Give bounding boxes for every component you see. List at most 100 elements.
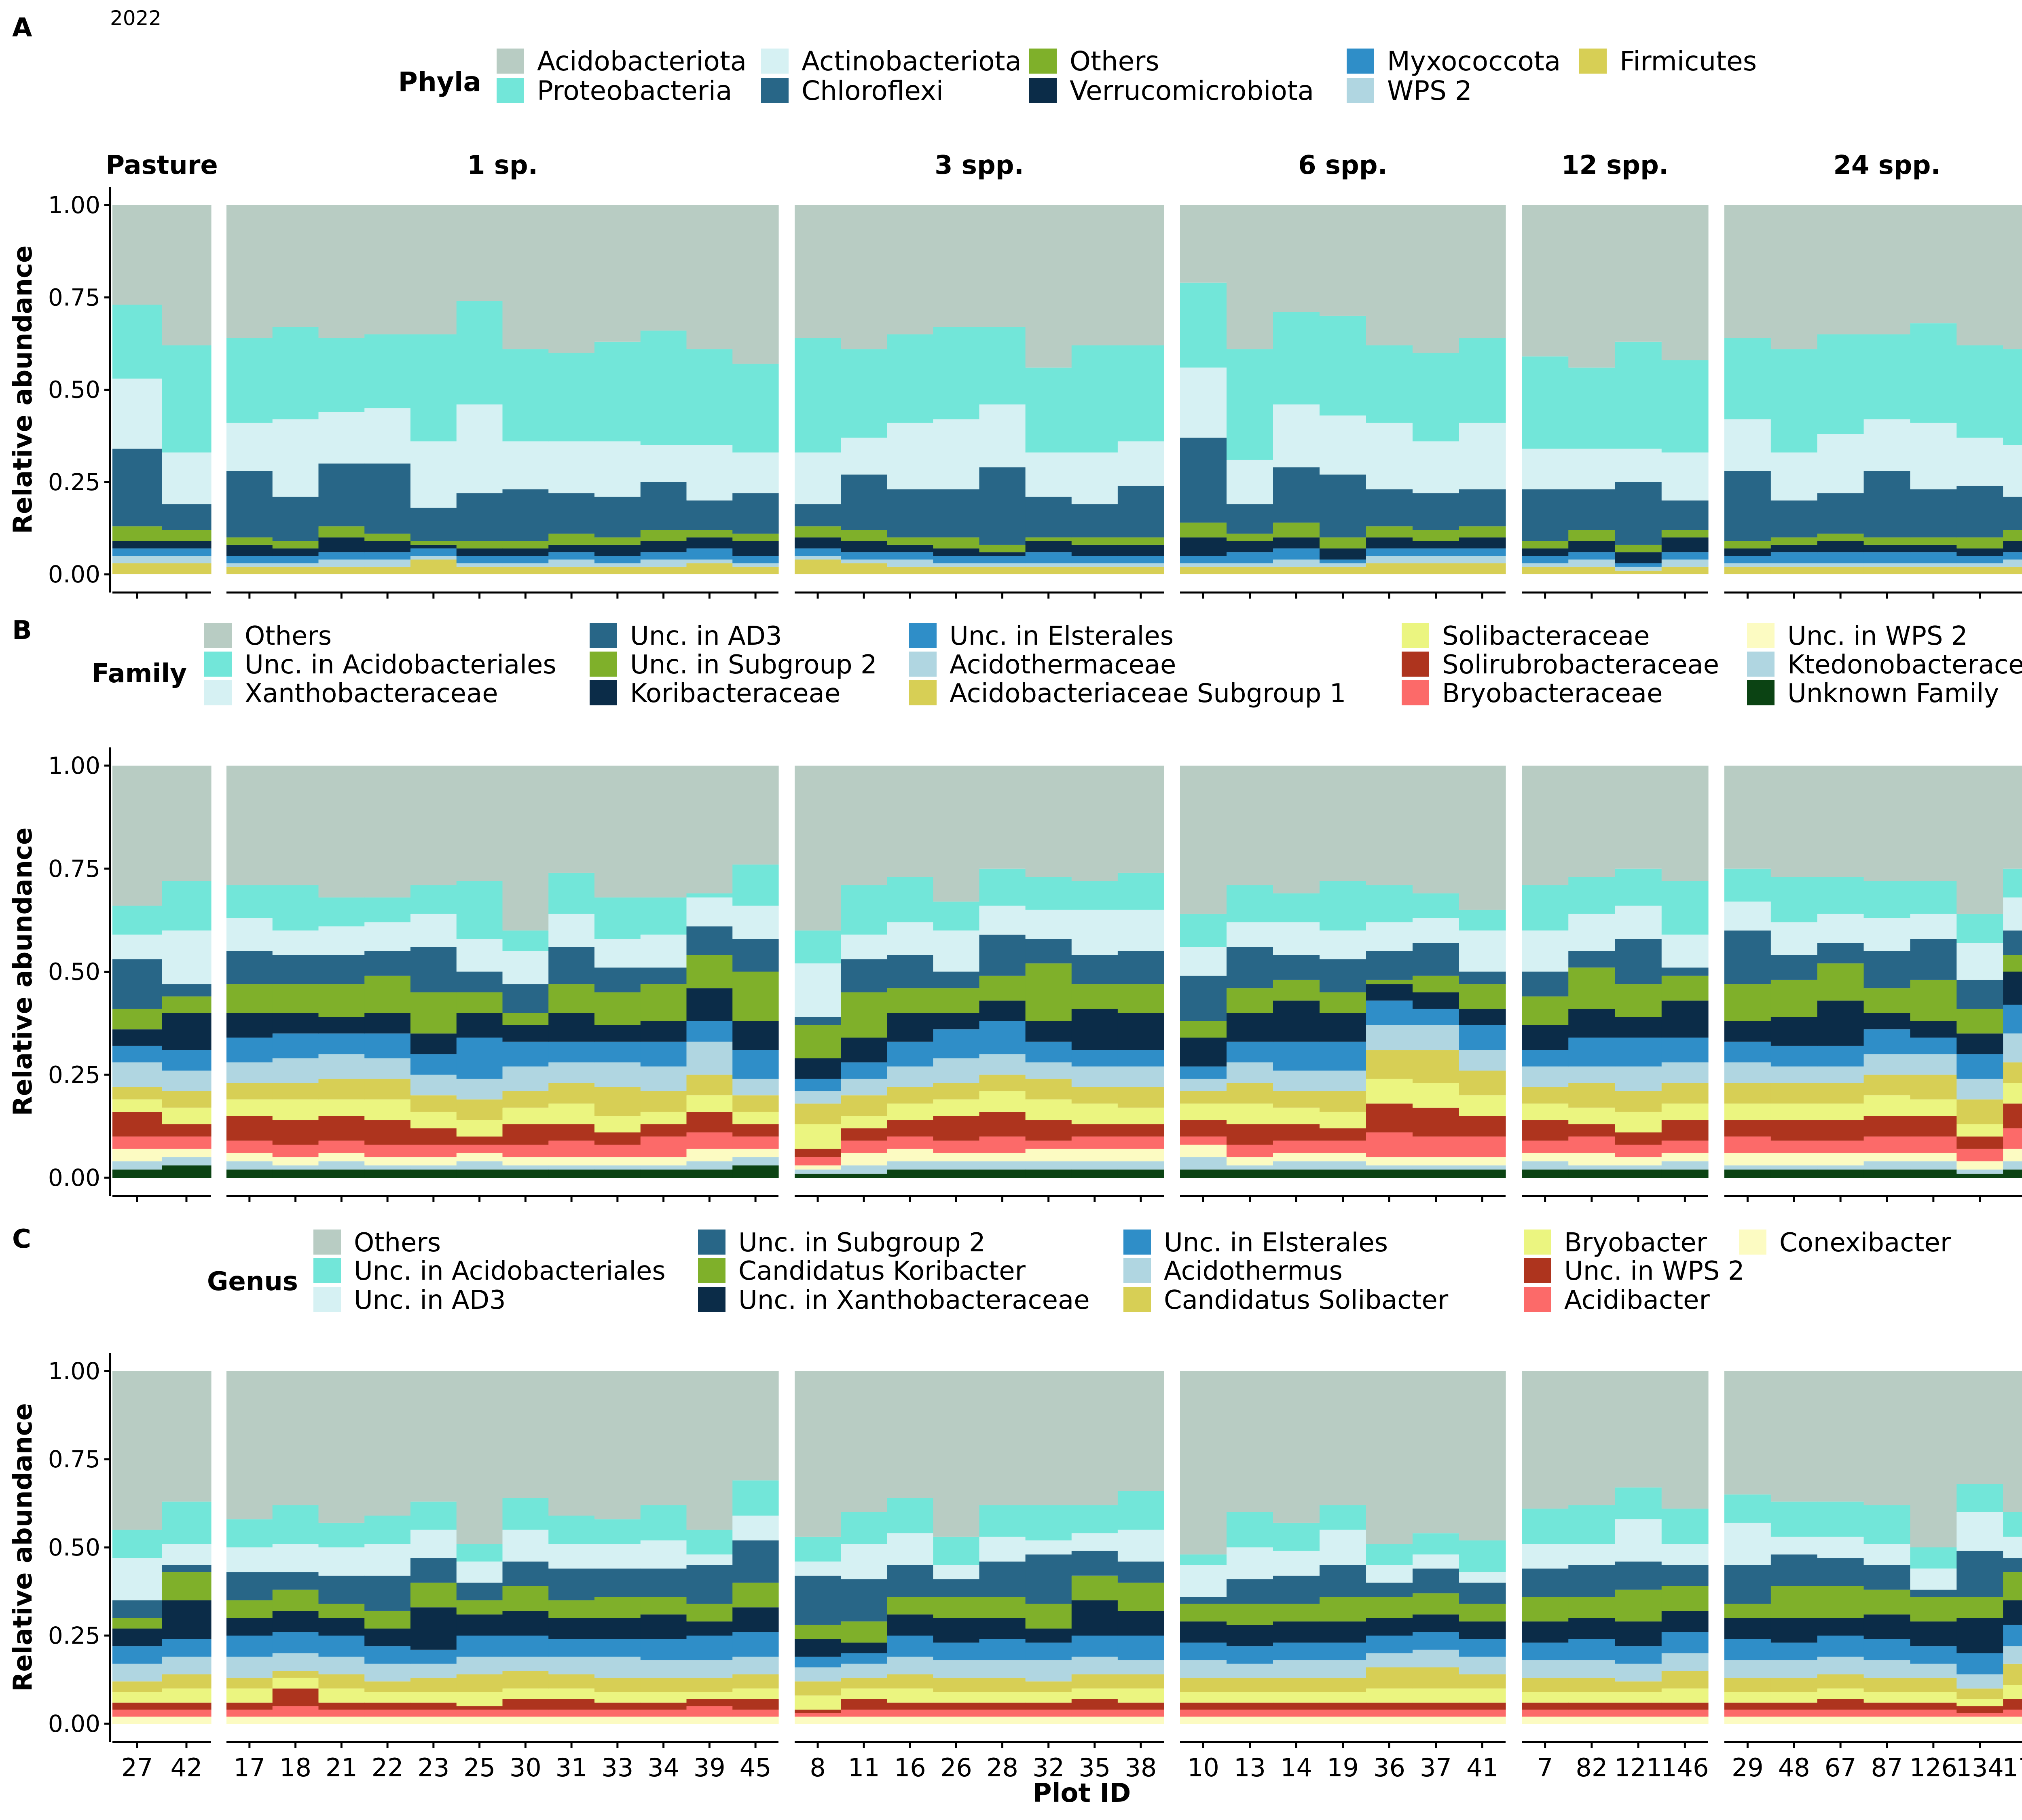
bar-segment xyxy=(364,533,411,541)
bar-32 xyxy=(1025,1371,1072,1724)
bar-segment xyxy=(162,881,212,931)
bar-segment xyxy=(112,1558,162,1600)
bar-segment xyxy=(933,1029,980,1058)
bar-segment xyxy=(979,766,1026,869)
bar-segment xyxy=(841,1678,887,1689)
bar-segment xyxy=(364,766,411,898)
bar-segment xyxy=(1117,984,1164,1013)
bar-segment xyxy=(1459,1071,1506,1096)
bar-26 xyxy=(933,1371,980,1724)
bar-segment xyxy=(1910,881,1957,914)
bar-segment xyxy=(1273,1141,1320,1153)
bar-segment xyxy=(795,1058,841,1079)
bar-segment xyxy=(1863,1153,1911,1162)
bar-segment xyxy=(272,1505,319,1544)
facet: Pasture xyxy=(106,150,218,599)
bar-segment xyxy=(548,914,595,947)
bar-segment xyxy=(1366,1653,1413,1668)
bar-segment xyxy=(112,959,162,1009)
bar-segment xyxy=(1273,1124,1320,1141)
bar-segment xyxy=(1366,1169,1413,1178)
bar-segment xyxy=(1320,1597,1366,1622)
bar-segment xyxy=(1956,485,2003,538)
bar-segment xyxy=(1770,1120,1818,1141)
bar-segment xyxy=(272,327,319,419)
bar-segment xyxy=(502,984,549,1013)
bar-segment xyxy=(502,441,549,490)
bar-segment xyxy=(226,1037,273,1062)
bar-segment xyxy=(456,1544,503,1562)
bar-segment xyxy=(887,1498,933,1534)
bar-segment xyxy=(841,1663,887,1678)
bar-segment xyxy=(1661,552,1709,560)
bar-segment xyxy=(1661,500,1709,530)
bar-segment xyxy=(1227,1547,1273,1579)
bar-segment xyxy=(456,1657,503,1674)
legend-swatch xyxy=(1347,49,1374,74)
bar-segment xyxy=(1724,984,1771,1021)
bar-28 xyxy=(979,1371,1026,1724)
bar-segment xyxy=(1724,1103,1771,1120)
bar-segment xyxy=(2003,1103,2022,1128)
bar-segment xyxy=(979,1536,1026,1562)
bar-segment xyxy=(1227,541,1273,552)
bar-segment xyxy=(640,1165,687,1170)
bar-segment xyxy=(162,205,212,345)
bar-segment xyxy=(686,1621,733,1636)
bar-segment xyxy=(1320,537,1366,549)
bar-segment xyxy=(272,1013,319,1034)
bar-segment xyxy=(1273,1551,1320,1576)
bar-segment xyxy=(2003,1128,2022,1149)
bar-segment xyxy=(795,452,841,504)
bar-segment xyxy=(1817,1536,1864,1558)
bar-segment xyxy=(686,559,733,563)
bar-segment xyxy=(933,1141,980,1153)
bar-segment xyxy=(732,563,779,567)
bar-segment xyxy=(933,902,980,931)
bar-segment xyxy=(795,1667,841,1682)
bar-35 xyxy=(1071,766,1118,1178)
bar-segment xyxy=(1522,1509,1569,1544)
bar-segment xyxy=(162,1071,212,1092)
bar-segment xyxy=(979,552,1026,556)
bar-segment xyxy=(1863,544,1911,552)
bar-segment xyxy=(1413,1632,1459,1650)
bar-segment xyxy=(933,1013,980,1030)
bar-segment xyxy=(1366,1371,1413,1544)
legend-swatch xyxy=(1123,1258,1151,1283)
bar-segment xyxy=(686,349,733,445)
bar-segment xyxy=(795,1149,841,1158)
bar-segment xyxy=(1770,1017,1818,1046)
bar-segment xyxy=(226,1116,273,1141)
bar-segment xyxy=(548,1716,595,1724)
bar-segment xyxy=(1117,345,1164,442)
bar-segment xyxy=(112,1663,162,1682)
bar-segment xyxy=(1117,1136,1164,1149)
bar-segment xyxy=(410,1649,457,1664)
bar-segment xyxy=(1817,1716,1864,1724)
bar-segment xyxy=(410,914,457,947)
bar-segment xyxy=(1459,1621,1506,1639)
bar-segment xyxy=(1227,1663,1273,1678)
bar-segment xyxy=(640,567,687,574)
bar-segment xyxy=(732,1111,779,1124)
bar-segment xyxy=(1661,1141,1709,1153)
bar-segment xyxy=(979,1000,1026,1021)
bar-segment xyxy=(1459,423,1506,490)
bar-segment xyxy=(1366,1667,1413,1689)
bar-segment xyxy=(272,1653,319,1671)
bar-segment xyxy=(640,934,687,968)
bar-segment xyxy=(456,1706,503,1710)
bar-segment xyxy=(1320,930,1366,959)
bar-segment xyxy=(2003,1663,2022,1685)
bar-segment xyxy=(795,559,841,574)
bar-67 xyxy=(1817,1371,1864,1724)
bar-segment xyxy=(1615,1716,1662,1724)
bar-segment xyxy=(2003,1005,2022,1034)
bar-segment xyxy=(979,467,1026,545)
facet xyxy=(112,766,212,1202)
bar-segment xyxy=(1863,1161,1911,1170)
bar-segment xyxy=(1910,423,1957,490)
bar-segment xyxy=(410,508,457,541)
bar-segment xyxy=(1522,1710,1569,1717)
